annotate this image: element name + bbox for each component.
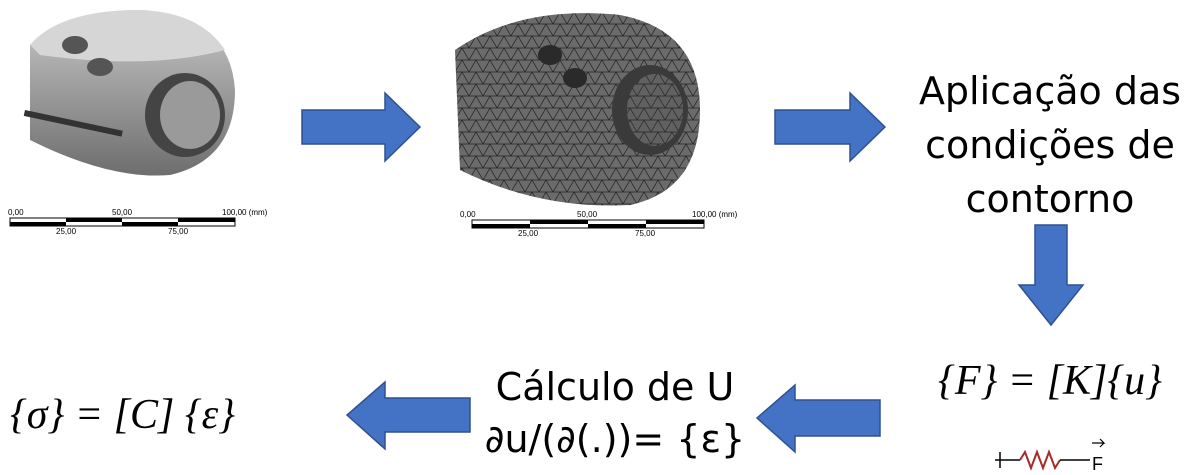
stress-equation: {σ} = [C] {ε}: [10, 392, 235, 438]
step-text: contorno: [966, 177, 1135, 221]
diagram: 0,00 50,00 100,00 (mm) 25,00 75,00 0,00 …: [0, 0, 1192, 475]
scale-label: 100,00 (mm): [222, 208, 268, 217]
spring-icon: F: [995, 439, 1104, 474]
scale-label: 0,00: [8, 208, 24, 217]
scale-label: 50,00: [112, 208, 133, 217]
equilibrium-equation: {F} = [K]{u}: [938, 358, 1162, 404]
arrow: [757, 385, 880, 452]
scale-bar: 0,00 50,00 100,00 (mm) 25,00 75,00: [460, 210, 738, 238]
arrow: [775, 93, 885, 161]
arrow: [347, 382, 470, 449]
part-model: [24, 10, 235, 176]
mesh-model: [455, 13, 700, 205]
step-text: condições de: [925, 123, 1175, 167]
scale-label: 0,00: [460, 210, 476, 219]
spring-label: F: [1092, 454, 1103, 474]
arrow: [1019, 225, 1083, 325]
arrow: [302, 93, 420, 161]
strain-formula: ∂u/(∂(.))= {ε}: [485, 417, 745, 461]
step-text: Aplicação das: [919, 69, 1181, 113]
scale-label: 50,00: [577, 210, 598, 219]
scale-label: 75,00: [168, 227, 189, 236]
scale-label: 100,00 (mm): [692, 210, 738, 219]
step-text: Cálculo de U: [496, 365, 735, 409]
scale-label: 25,00: [56, 227, 77, 236]
scale-label: 75,00: [635, 229, 656, 238]
scale-bar: 0,00 50,00 100,00 (mm) 25,00 75,00: [8, 208, 268, 236]
scale-label: 25,00: [518, 229, 539, 238]
